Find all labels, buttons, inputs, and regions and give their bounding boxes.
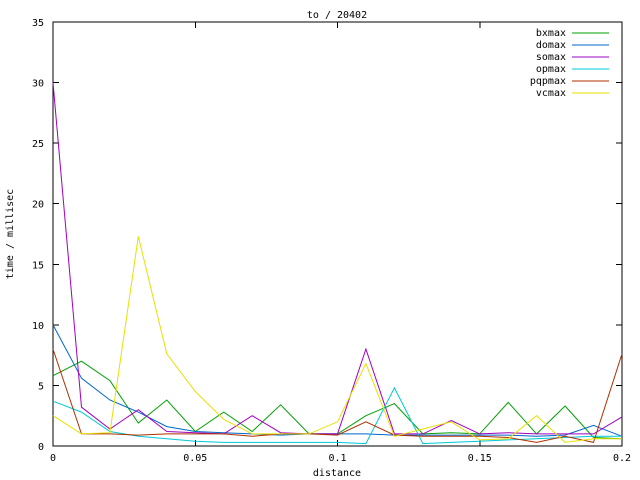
series-line-vcmax (52, 236, 622, 443)
legend-label-bxmax: bxmax (536, 28, 566, 39)
legend-label-somax: somax (536, 52, 566, 63)
legend-label-domax: domax (536, 40, 566, 51)
legend-label-vcmax: vcmax (536, 88, 566, 99)
legend-label-opmax: opmax (536, 64, 566, 75)
y-axis-label: time / millisec (5, 189, 16, 279)
y-tick-label: 20 (32, 200, 44, 211)
series-line-pqpmax (52, 348, 623, 443)
x-tick-label: 0.1 (328, 453, 346, 464)
x-tick-label: 0.15 (468, 453, 492, 464)
chart-title: to / 20402 (307, 10, 367, 21)
series-lines (52, 82, 623, 445)
y-tick-label: 35 (32, 18, 44, 29)
x-axis-label: distance (313, 468, 361, 479)
legend-label-pqpmax: pqpmax (530, 76, 566, 87)
y-tick-label: 30 (32, 79, 44, 90)
y-tick-label: 25 (32, 139, 44, 150)
x-tick-label: 0 (50, 453, 56, 464)
y-tick-label: 0 (38, 442, 44, 453)
series-line-opmax (52, 386, 622, 445)
axis-ticks: 0 0.05 0.1 0.15 0.2 0 5 10 15 20 25 30 35 (32, 18, 631, 464)
y-tick-label: 5 (38, 381, 44, 392)
series-line-somax (52, 82, 623, 435)
x-tick-label: 0.05 (183, 453, 207, 464)
series-line-domax (52, 324, 623, 437)
y-tick-label: 10 (32, 321, 44, 332)
x-tick-label: 0.2 (613, 453, 631, 464)
y-tick-label: 15 (32, 260, 44, 271)
series-line-bxmax (52, 360, 623, 440)
